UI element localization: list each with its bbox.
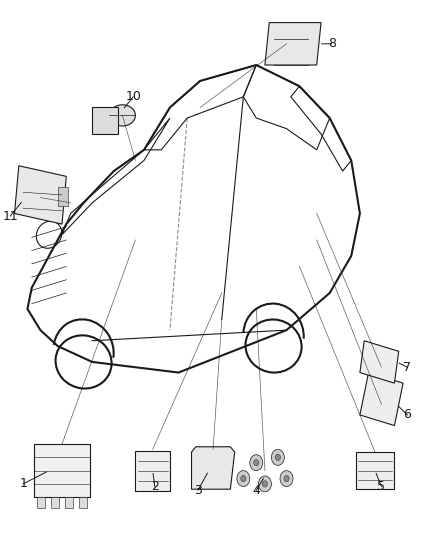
Ellipse shape [109, 105, 135, 126]
Text: 5: 5 [377, 480, 385, 493]
Bar [78, 497, 87, 508]
Circle shape [240, 475, 245, 482]
Polygon shape [355, 452, 393, 489]
Text: 6: 6 [403, 408, 410, 422]
Text: 2: 2 [151, 480, 159, 493]
Bar [50, 497, 59, 508]
Circle shape [279, 471, 292, 487]
Text: 10: 10 [125, 90, 141, 103]
Text: 7: 7 [403, 361, 410, 374]
Circle shape [258, 476, 271, 492]
Circle shape [237, 471, 249, 487]
Bar [57, 187, 68, 206]
Text: 4: 4 [252, 484, 260, 497]
Polygon shape [14, 166, 66, 224]
Text: 11: 11 [2, 209, 18, 223]
Polygon shape [34, 444, 90, 497]
Polygon shape [264, 22, 320, 65]
Circle shape [283, 475, 289, 482]
Circle shape [249, 455, 262, 471]
Circle shape [262, 481, 267, 487]
Polygon shape [135, 451, 170, 490]
Circle shape [275, 454, 280, 461]
Polygon shape [359, 341, 398, 383]
Text: 8: 8 [327, 37, 335, 50]
Bar [64, 497, 73, 508]
Text: 1: 1 [19, 478, 27, 490]
Circle shape [271, 449, 284, 465]
Polygon shape [359, 373, 402, 425]
Bar [36, 497, 45, 508]
Text: 3: 3 [194, 484, 201, 497]
Circle shape [253, 459, 258, 466]
Polygon shape [92, 108, 118, 134]
Polygon shape [191, 447, 234, 489]
